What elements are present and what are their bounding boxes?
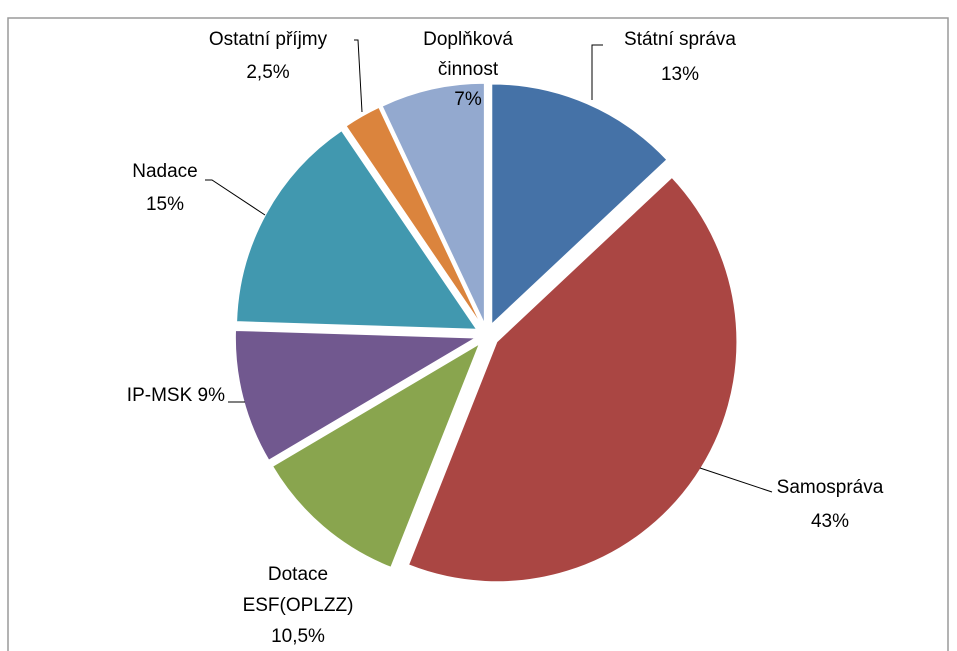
- category-label: Ostatní příjmy: [209, 29, 328, 50]
- value-label: 10,5%: [271, 626, 325, 647]
- pie-slice: [407, 176, 738, 583]
- leader-line: [699, 467, 773, 493]
- category-label: IP-MSK: [127, 385, 193, 406]
- value-label: 7%: [454, 89, 482, 110]
- leader-line: [354, 39, 363, 113]
- pie-slice: [381, 82, 485, 324]
- pie-slice: [345, 106, 482, 325]
- value-label: 15%: [146, 194, 184, 215]
- category-label: Dotace ESF(OPLZZ): [243, 564, 354, 616]
- category-label: Nadace: [132, 161, 198, 182]
- leader-line: [591, 44, 603, 100]
- chart-frame: [7, 17, 949, 651]
- pie-slice: [236, 130, 478, 330]
- value-label: 13%: [661, 64, 699, 85]
- pie-slice: [271, 342, 481, 568]
- value-label: 9%: [198, 385, 226, 406]
- category-label: Státní správa: [624, 29, 736, 50]
- category-label: Doplňková činnost: [423, 29, 513, 80]
- pie-slice: [491, 83, 668, 326]
- category-label: Samospráva: [777, 477, 884, 498]
- value-label: 43%: [811, 511, 849, 532]
- data-label: IP-MSK 9%: [127, 385, 225, 406]
- pie-slice: [234, 329, 478, 461]
- value-label: 2,5%: [246, 62, 289, 83]
- leader-line: [205, 179, 266, 216]
